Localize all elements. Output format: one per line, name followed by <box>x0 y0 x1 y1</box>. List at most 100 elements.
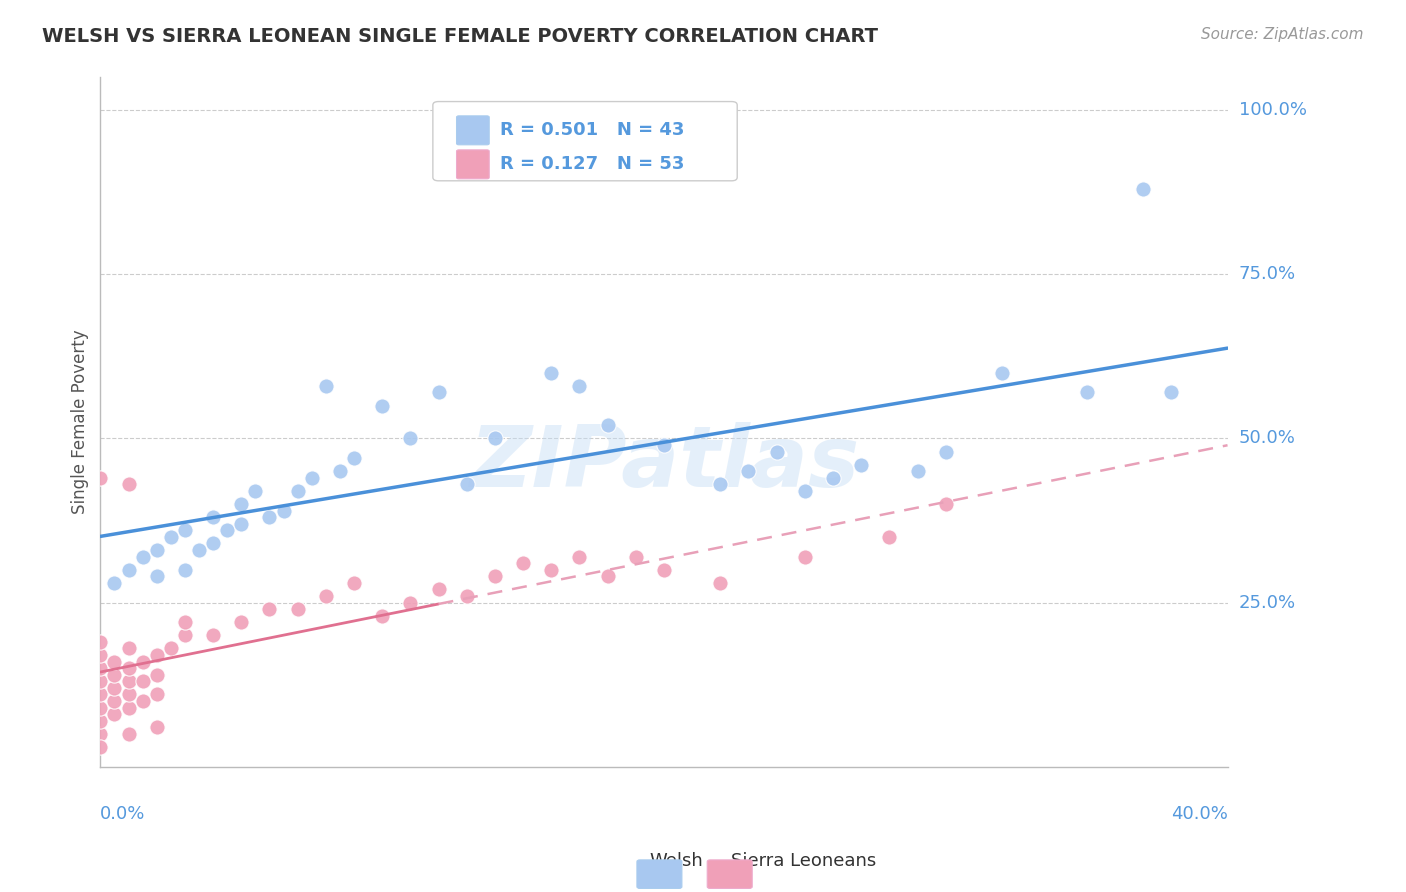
Point <box>568 549 591 564</box>
Point <box>907 464 929 478</box>
Point <box>231 497 253 511</box>
Point <box>117 661 139 675</box>
Point <box>231 615 253 630</box>
Text: 50.0%: 50.0% <box>1239 429 1295 448</box>
Point <box>145 543 167 558</box>
Point <box>117 700 139 714</box>
Point <box>145 687 167 701</box>
Point <box>709 477 731 491</box>
Text: 100.0%: 100.0% <box>1239 102 1306 120</box>
FancyBboxPatch shape <box>433 102 737 181</box>
Point <box>103 694 125 708</box>
Point <box>89 648 111 662</box>
Text: 25.0%: 25.0% <box>1239 593 1296 612</box>
Point <box>89 727 111 741</box>
Point <box>103 575 125 590</box>
Point <box>145 667 167 681</box>
Point <box>174 628 197 642</box>
Point <box>821 471 844 485</box>
Point <box>202 510 225 524</box>
Point <box>131 655 153 669</box>
Point <box>131 549 153 564</box>
Point <box>540 366 562 380</box>
Point <box>117 674 139 689</box>
FancyBboxPatch shape <box>457 150 489 178</box>
Point <box>174 563 197 577</box>
Point <box>793 483 815 498</box>
Point <box>399 432 422 446</box>
FancyBboxPatch shape <box>457 116 489 145</box>
Point <box>540 563 562 577</box>
Point <box>103 681 125 695</box>
Point <box>343 451 366 466</box>
Point <box>103 667 125 681</box>
Point <box>159 530 181 544</box>
Y-axis label: Single Female Poverty: Single Female Poverty <box>72 330 89 515</box>
Point <box>131 674 153 689</box>
Point <box>231 516 253 531</box>
Point <box>371 608 394 623</box>
Point <box>117 727 139 741</box>
Point <box>512 556 534 570</box>
Text: R = 0.501   N = 43: R = 0.501 N = 43 <box>501 121 685 139</box>
Point <box>159 641 181 656</box>
Point <box>935 444 957 458</box>
Point <box>879 530 901 544</box>
Point <box>89 661 111 675</box>
Point <box>301 471 323 485</box>
Point <box>131 694 153 708</box>
Point <box>596 418 619 433</box>
Point <box>145 569 167 583</box>
Point <box>89 700 111 714</box>
Point <box>851 458 873 472</box>
Point <box>259 602 281 616</box>
Point <box>117 641 139 656</box>
Point <box>737 464 759 478</box>
Point <box>1160 385 1182 400</box>
Text: Sierra Leoneans: Sierra Leoneans <box>731 852 876 870</box>
Point <box>315 589 337 603</box>
Point <box>596 569 619 583</box>
Point <box>117 687 139 701</box>
Point <box>624 549 647 564</box>
Point <box>709 575 731 590</box>
Text: ZIPatlas: ZIPatlas <box>468 422 859 505</box>
Point <box>89 674 111 689</box>
Text: 0.0%: 0.0% <box>100 805 146 823</box>
Point <box>273 503 295 517</box>
Point <box>174 615 197 630</box>
Point <box>427 582 450 597</box>
Point <box>765 444 787 458</box>
Point <box>287 483 309 498</box>
Text: WELSH VS SIERRA LEONEAN SINGLE FEMALE POVERTY CORRELATION CHART: WELSH VS SIERRA LEONEAN SINGLE FEMALE PO… <box>42 27 879 45</box>
Point <box>117 563 139 577</box>
Point <box>568 379 591 393</box>
Point <box>103 707 125 722</box>
Point <box>456 589 478 603</box>
Point <box>343 575 366 590</box>
Point <box>427 385 450 400</box>
Point <box>652 563 675 577</box>
Point <box>202 536 225 550</box>
Point <box>259 510 281 524</box>
Point <box>89 739 111 754</box>
Text: Welsh: Welsh <box>650 852 703 870</box>
Point <box>793 549 815 564</box>
Point <box>117 477 139 491</box>
Point <box>371 399 394 413</box>
Point <box>1132 182 1154 196</box>
Point <box>145 720 167 734</box>
Point <box>484 432 506 446</box>
Point <box>89 471 111 485</box>
Point <box>991 366 1014 380</box>
Text: 40.0%: 40.0% <box>1171 805 1227 823</box>
Point <box>329 464 352 478</box>
Point <box>1076 385 1098 400</box>
Text: 75.0%: 75.0% <box>1239 265 1296 284</box>
Text: R = 0.127   N = 53: R = 0.127 N = 53 <box>501 155 685 173</box>
Point <box>287 602 309 616</box>
Point <box>399 595 422 609</box>
Point <box>217 524 239 538</box>
Point <box>935 497 957 511</box>
Point <box>145 648 167 662</box>
